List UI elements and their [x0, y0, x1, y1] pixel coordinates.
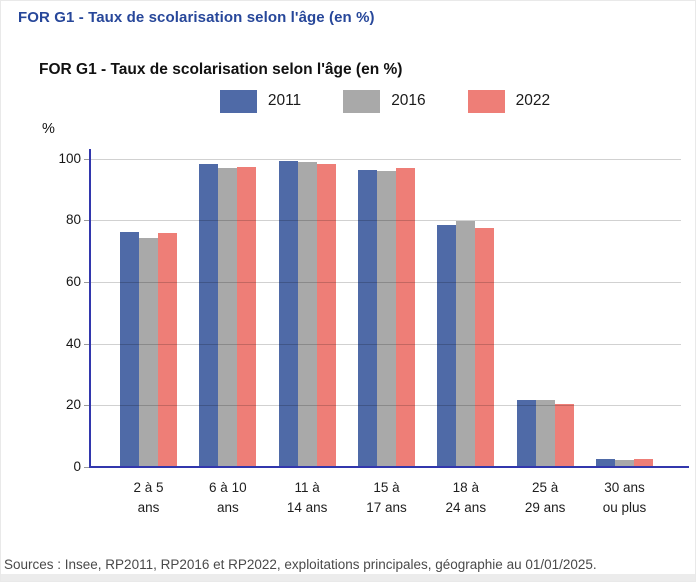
legend-label: 2022 [515, 92, 551, 109]
gridline-100 [89, 158, 681, 160]
x-label-line: 6 à 10 [209, 480, 247, 495]
bar-2016-11-à-14-ans [297, 162, 317, 466]
bar-2016-2-à-5-ans [139, 237, 158, 466]
y-tick-label-100: 100 [58, 150, 81, 166]
bar-group-3 [278, 160, 336, 466]
bar-2016-18-à-24-ans [456, 220, 476, 466]
chart-legend: 2011 2016 2022 [89, 89, 681, 113]
bar-group-5 [437, 220, 495, 466]
bar-2016-15-à-17-ans [376, 171, 396, 466]
bar-group-6 [516, 399, 574, 466]
x-label-4: 15 à 17 ans [358, 478, 415, 517]
legend-swatch-2011 [219, 89, 257, 113]
y-tick-mark-0 [84, 467, 89, 468]
plot-area [84, 149, 689, 468]
legend-entry-2016: 2016 [343, 89, 426, 113]
y-axis-unit-label: % [42, 121, 55, 137]
bar-2011-30-ans-ou-plus [595, 458, 615, 466]
bar-2016-30-ans-ou-plus [614, 459, 634, 466]
gridline-40 [89, 343, 681, 345]
x-axis-line [89, 466, 689, 468]
x-label-line: 2 à 5 [133, 480, 164, 495]
y-tick-label-60: 60 [65, 273, 81, 289]
gridline-20 [89, 405, 681, 407]
x-label-line: 30 ans [604, 480, 645, 495]
bar-2022-11-à-14-ans [316, 163, 336, 466]
bar-2011-11-à-14-ans [278, 160, 298, 466]
y-tick-mark-100 [84, 158, 89, 160]
bar-2011-6-à-10-ans [199, 163, 219, 466]
legend-entry-2022: 2022 [467, 89, 551, 113]
page-title: FOR G1 - Taux de scolarisation selon l'â… [18, 9, 375, 26]
y-tick-mark-60 [84, 281, 89, 283]
x-label-6: 25 à 29 ans [517, 478, 574, 517]
chart-title: FOR G1 - Taux de scolarisation selon l'â… [39, 61, 403, 78]
x-axis-category-labels: 2 à 5 ans 6 à 10 ans 11 à 14 ans 15 à 17 ans 18 … [89, 478, 681, 517]
bar-group-7 [595, 458, 653, 466]
x-label-line: 11 à [294, 480, 320, 495]
y-axis-line [89, 149, 91, 468]
bar-2011-18-à-24-ans [437, 225, 457, 466]
x-label-line: 25 à [532, 480, 559, 495]
bar-2011-15-à-17-ans [357, 169, 377, 466]
source-note: Sources : Insee, RP2011, RP2016 et RP202… [4, 557, 597, 572]
x-label-7: 30 ans ou plus [596, 478, 653, 517]
x-label-line: 24 ans [445, 499, 487, 515]
y-tick-label-80: 80 [65, 212, 81, 228]
y-tick-label-0: 0 [73, 459, 81, 474]
legend-swatch-2016 [343, 89, 381, 113]
y-tick-mark-20 [84, 405, 89, 407]
x-label-line: 29 ans [524, 499, 566, 515]
x-label-5: 18 à 24 ans [437, 478, 494, 517]
x-label-line: 14 ans [286, 499, 328, 515]
x-label-3: 11 à 14 ans [279, 478, 336, 517]
bar-2016-6-à-10-ans [218, 168, 238, 466]
y-tick-label-20: 20 [65, 397, 81, 413]
gridline-60 [89, 281, 681, 283]
bar-2022-2-à-5-ans [158, 233, 177, 466]
x-label-1: 2 à 5 ans [120, 478, 177, 517]
bar-2022-18-à-24-ans [475, 228, 495, 466]
bar-2022-6-à-10-ans [237, 166, 257, 466]
bar-2022-15-à-17-ans [395, 168, 415, 466]
y-tick-mark-40 [84, 343, 89, 345]
legend-label: 2011 [267, 92, 302, 109]
bar-2022-30-ans-ou-plus [633, 459, 653, 466]
bar-group-1 [120, 231, 177, 466]
bar-group-2 [199, 163, 257, 466]
bar-2022-25-à-29-ans [554, 404, 574, 466]
bar-group-4 [357, 168, 415, 466]
bar-2011-25-à-29-ans [516, 399, 536, 466]
gridline-80 [89, 220, 681, 222]
bottom-divider [1, 574, 695, 581]
legend-entry-2011: 2011 [219, 89, 302, 113]
x-label-line: 18 à [452, 480, 479, 495]
x-label-2: 6 à 10 ans [199, 478, 256, 517]
bar-groups [89, 149, 681, 466]
legend-label: 2016 [391, 92, 426, 109]
bar-2016-25-à-29-ans [535, 400, 555, 466]
legend-swatch-2022 [467, 89, 505, 113]
x-label-line: ans [137, 499, 160, 515]
x-label-line: 15 à [373, 480, 400, 495]
x-label-line: ou plus [602, 499, 647, 515]
y-tick-label-40: 40 [65, 335, 81, 351]
x-label-line: ans [216, 499, 239, 515]
bar-2011-2-à-5-ans [120, 231, 139, 466]
x-label-line: 17 ans [366, 499, 407, 515]
y-tick-mark-80 [84, 220, 89, 222]
